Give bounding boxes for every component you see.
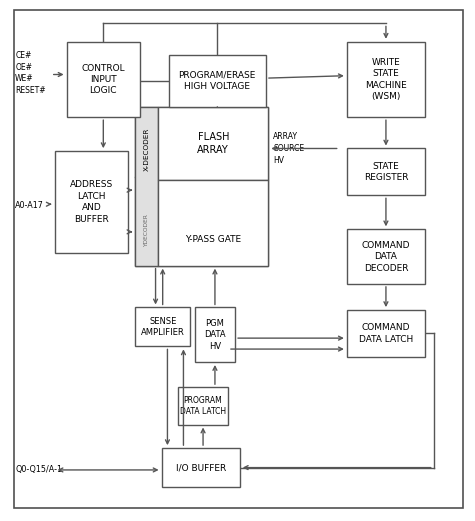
Bar: [195, 307, 235, 362]
Bar: [55, 151, 128, 253]
Bar: [135, 307, 190, 346]
Text: PROGRAM
DATA LATCH: PROGRAM DATA LATCH: [180, 395, 226, 416]
Text: ADDRESS
LATCH
AND
BUFFER: ADDRESS LATCH AND BUFFER: [70, 180, 113, 224]
Text: I/O BUFFER: I/O BUFFER: [176, 463, 226, 472]
Text: COMMAND
DATA LATCH: COMMAND DATA LATCH: [359, 323, 413, 344]
Bar: [347, 148, 425, 195]
Bar: [158, 107, 268, 180]
Text: WRITE
STATE
MACHINE
(WSM): WRITE STATE MACHINE (WSM): [365, 58, 407, 101]
Bar: [162, 448, 240, 487]
Text: PROGRAM/ERASE
HIGH VOLTAGE: PROGRAM/ERASE HIGH VOLTAGE: [179, 70, 256, 91]
Bar: [347, 310, 425, 357]
Bar: [158, 180, 268, 266]
Bar: [66, 42, 140, 117]
Text: SENSE
AMPLIFIER: SENSE AMPLIFIER: [141, 317, 185, 337]
Text: COMMAND
DATA
DECODER: COMMAND DATA DECODER: [361, 241, 410, 272]
Text: STATE
REGISTER: STATE REGISTER: [364, 162, 408, 182]
Bar: [135, 107, 158, 266]
Text: A0-A17: A0-A17: [15, 201, 44, 210]
Bar: [135, 107, 268, 266]
Bar: [169, 55, 266, 107]
Text: X-DECODER: X-DECODER: [144, 128, 150, 171]
Bar: [178, 387, 228, 425]
Text: CE#
OE#
WE#
RESET#: CE# OE# WE# RESET#: [15, 51, 46, 95]
Text: Y-PASS GATE: Y-PASS GATE: [185, 235, 241, 244]
Bar: [347, 229, 425, 284]
Text: CONTROL
INPUT
LOGIC: CONTROL INPUT LOGIC: [82, 64, 125, 95]
Text: FLASH
ARRAY: FLASH ARRAY: [198, 132, 229, 155]
Text: PGM
DATA
HV: PGM DATA HV: [204, 319, 226, 351]
Text: ARRAY
SOURCE
HV: ARRAY SOURCE HV: [273, 132, 304, 165]
Text: YDECODER: YDECODER: [144, 214, 149, 247]
Text: Q0-Q15/A-1: Q0-Q15/A-1: [15, 465, 62, 475]
Bar: [347, 42, 425, 117]
